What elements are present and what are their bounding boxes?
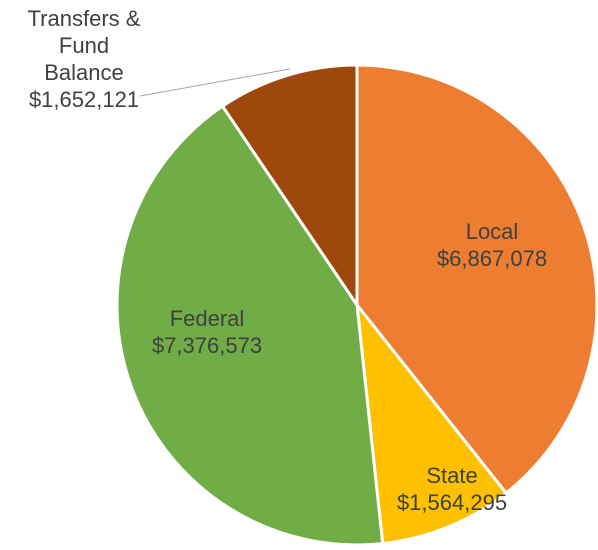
category-label: Federal [169,306,245,331]
pie-slice [355,63,598,496]
category-label: Local [465,219,519,244]
pie-slice [354,300,509,546]
category-label: Transfers & Fund Balance [27,6,141,85]
value-label: $6,867,078 [436,246,548,271]
pie-slice [220,63,359,310]
value-label: $1,564,295 [396,490,508,515]
pie-slice [115,104,385,547]
category-label: State [426,463,478,488]
leader-line [139,68,291,97]
value-label: $1,652,121 [28,87,140,112]
value-label: $7,376,573 [151,333,263,358]
